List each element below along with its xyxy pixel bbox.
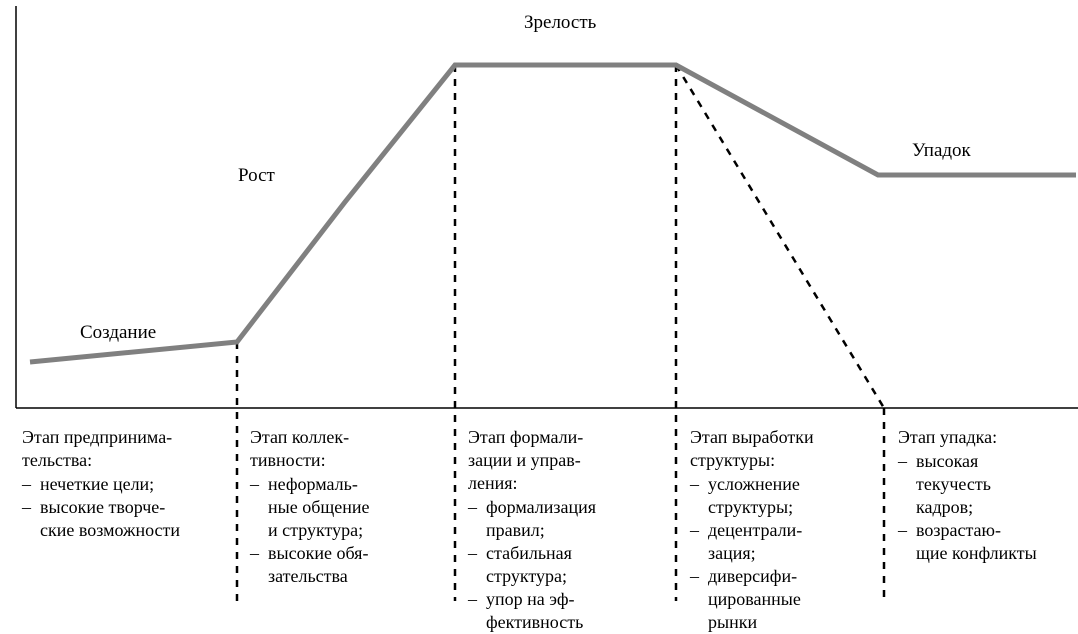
stage-bullet: высокая текучесть кадров;: [898, 450, 1078, 519]
stage-title-line: Этап выработки: [690, 427, 814, 447]
stage-bullet-line: возрастаю-: [916, 520, 1001, 540]
stage-column: Этап упадка:высокаятекучестькадров;возра…: [898, 426, 1078, 565]
stage-bullet: децентрали-зация;: [690, 519, 880, 565]
stage-title: Этап упадка:: [898, 426, 1078, 449]
stage-bullet-line: текучесть: [916, 474, 991, 494]
stage-column: Этап коллек-тивности:неформаль-ные общен…: [250, 426, 450, 588]
stage-column: Этап формали-зации и управ-ления:формали…: [468, 426, 668, 634]
stage-bullet-list: высокаятекучестькадров;возрастаю-щие кон…: [898, 450, 1078, 565]
stage-title: Этап коллек-тивности:: [250, 426, 450, 472]
stage-column: Этап выработки структуры: усложнение структ…: [690, 426, 880, 634]
stage-column: Этап предпринима-тельства:нечеткие цели;…: [22, 426, 232, 542]
stage-bullet-line: диверсифи-: [708, 566, 797, 586]
stage-bullet: стабильная структура;: [468, 542, 668, 588]
stage-bullet-line: кадров;: [916, 497, 973, 517]
stage-bullet-line: упор на эф-: [486, 589, 575, 609]
stage-bullet: высокие творче-ские возможности: [22, 496, 232, 542]
curve-label: Зрелость: [524, 12, 596, 34]
stage-bullet-line: щие конфликты: [916, 543, 1037, 563]
stage-bullet-line: усложнение: [708, 474, 800, 494]
stage-bullet-line: цированные: [708, 589, 801, 609]
stage-bullet-line: фективность: [486, 612, 583, 632]
stage-bullet-line: структура;: [486, 566, 567, 586]
stage-title-line: Этап коллек-: [250, 427, 349, 447]
curve-label: Создание: [80, 322, 156, 344]
stage-bullet-line: формализация: [486, 497, 596, 517]
stage-bullet-line: и структура;: [268, 520, 363, 540]
stage-title-line: ления:: [468, 473, 518, 493]
stage-title: Этап предпринима-тельства:: [22, 426, 232, 472]
stage-bullet: возрастаю-щие конфликты: [898, 519, 1078, 565]
stage-title-line: Этап упадка:: [898, 427, 997, 447]
stage-bullet-line: структуры;: [708, 497, 793, 517]
curve-label: Рост: [238, 165, 275, 187]
stage-bullet-line: высокие творче-: [40, 497, 165, 517]
curve-label: Упадок: [912, 140, 971, 162]
stage-bullet-list: формализацияправил;стабильнаяструктура;у…: [468, 496, 668, 634]
stage-bullet: усложнение структуры;: [690, 473, 880, 519]
stage-bullet-line: стабильная: [486, 543, 572, 563]
stage-bullet: неформаль-ные общение и структура;: [250, 473, 450, 542]
stage-bullet: высокие обя-зательства: [250, 542, 450, 588]
stage-bullet: формализация правил;: [468, 496, 668, 542]
stage-bullet-line: ские возможности: [40, 520, 180, 540]
stage-bullet-line: нечеткие цели;: [40, 474, 154, 494]
stage-bullet-line: рынки: [708, 612, 757, 632]
stage-bullet-line: зательства: [268, 566, 348, 586]
stage-bullet-line: зация;: [708, 543, 756, 563]
stage-bullet-list: нечеткие цели;высокие творче-ские возмож…: [22, 473, 232, 542]
stage-bullet-line: децентрали-: [708, 520, 802, 540]
stage-bullet-line: ные общение: [268, 497, 369, 517]
stage-bullet: диверсифи-цированные рынки: [690, 565, 880, 634]
stage-title-line: тельства:: [22, 450, 92, 470]
stage-title: Этап формали-зации и управ-ления:: [468, 426, 668, 495]
stage-title-line: структуры:: [690, 450, 775, 470]
stage-bullet-line: правил;: [486, 520, 545, 540]
lifecycle-curve: [30, 65, 1076, 362]
stage-title-line: Этап предпринима-: [22, 427, 172, 447]
stage-bullet-line: высокие обя-: [268, 543, 368, 563]
stage-bullet-line: неформаль-: [268, 474, 358, 494]
stage-bullet: упор на эф-фективность: [468, 588, 668, 634]
stage-bullet: нечеткие цели;: [22, 473, 232, 496]
lifecycle-diagram: Создание Рост Зрелость Упадок Этап предприн…: [0, 0, 1078, 601]
stage-bullet-line: высокая: [916, 451, 978, 471]
stage-title: Этап выработки структуры:: [690, 426, 880, 472]
stage-bullet-list: усложнениеструктуры;децентрали-зация;див…: [690, 473, 880, 634]
stage-bullet-list: неформаль-ные общениеи структура;высокие…: [250, 473, 450, 588]
stage-title-line: зации и управ-: [468, 450, 581, 470]
stage-title-line: Этап формали-: [468, 427, 583, 447]
stage-title-line: тивности:: [250, 450, 326, 470]
